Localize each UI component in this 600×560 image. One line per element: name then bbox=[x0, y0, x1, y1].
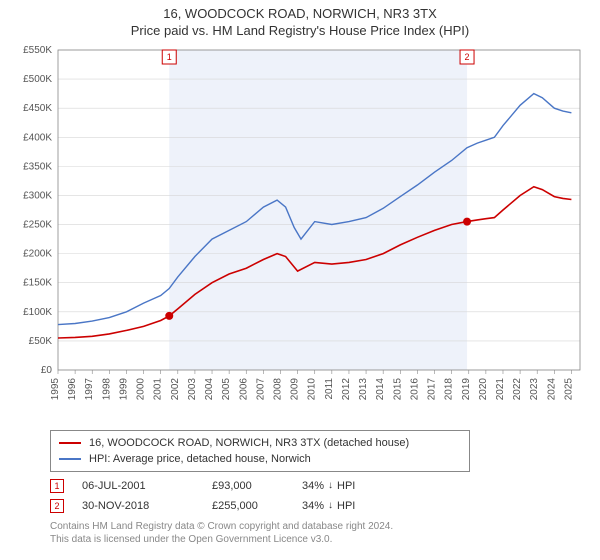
svg-text:2005: 2005 bbox=[221, 377, 232, 400]
footnote-line-2: This data is licensed under the Open Gov… bbox=[50, 533, 590, 546]
svg-text:2: 2 bbox=[465, 52, 470, 62]
svg-text:£250K: £250K bbox=[23, 219, 52, 230]
svg-text:1995: 1995 bbox=[50, 377, 61, 400]
svg-text:£0: £0 bbox=[41, 365, 53, 376]
svg-text:2020: 2020 bbox=[478, 377, 489, 400]
svg-text:2000: 2000 bbox=[136, 377, 147, 400]
title-line-2: Price paid vs. HM Land Registry's House … bbox=[10, 23, 590, 40]
svg-text:1: 1 bbox=[167, 52, 172, 62]
svg-text:1998: 1998 bbox=[101, 377, 112, 400]
svg-text:£450K: £450K bbox=[23, 103, 52, 114]
svg-text:£500K: £500K bbox=[23, 74, 52, 85]
svg-text:2021: 2021 bbox=[495, 377, 506, 400]
svg-text:2008: 2008 bbox=[272, 377, 283, 400]
sale-diff-suffix: HPI bbox=[337, 480, 355, 492]
sale-marker-2: 2 bbox=[50, 499, 64, 513]
svg-text:£550K: £550K bbox=[23, 45, 52, 56]
sale-diff-pct: 34% bbox=[302, 480, 324, 492]
svg-text:£350K: £350K bbox=[23, 161, 52, 172]
arrow-down-icon: ↓ bbox=[328, 480, 333, 491]
legend-label-price-paid: 16, WOODCOCK ROAD, NORWICH, NR3 3TX (det… bbox=[89, 437, 409, 449]
table-row: 1 06-JUL-2001 £93,000 34% ↓ HPI bbox=[50, 476, 590, 496]
sale-date: 30-NOV-2018 bbox=[82, 500, 212, 512]
svg-text:2025: 2025 bbox=[563, 377, 574, 400]
footnote: Contains HM Land Registry data © Crown c… bbox=[50, 520, 590, 546]
chart-title: 16, WOODCOCK ROAD, NORWICH, NR3 3TX Pric… bbox=[10, 6, 590, 40]
svg-text:2022: 2022 bbox=[512, 377, 523, 400]
svg-text:2012: 2012 bbox=[341, 377, 352, 400]
svg-text:2018: 2018 bbox=[444, 377, 455, 400]
svg-text:2006: 2006 bbox=[238, 377, 249, 400]
legend-swatch-hpi bbox=[59, 458, 81, 460]
legend-swatch-price-paid bbox=[59, 442, 81, 444]
legend-item-price-paid: 16, WOODCOCK ROAD, NORWICH, NR3 3TX (det… bbox=[59, 435, 461, 451]
svg-text:2014: 2014 bbox=[375, 377, 386, 400]
svg-text:2003: 2003 bbox=[187, 377, 198, 400]
sale-diff-pct: 34% bbox=[302, 500, 324, 512]
svg-text:2017: 2017 bbox=[427, 377, 438, 400]
svg-text:£100K: £100K bbox=[23, 307, 52, 318]
legend-label-hpi: HPI: Average price, detached house, Norw… bbox=[89, 453, 311, 465]
svg-text:2002: 2002 bbox=[170, 377, 181, 400]
svg-text:2004: 2004 bbox=[204, 377, 215, 400]
sale-marker-1: 1 bbox=[50, 479, 64, 493]
svg-text:2016: 2016 bbox=[409, 377, 420, 400]
sale-diff: 34% ↓ HPI bbox=[302, 480, 422, 492]
svg-text:£200K: £200K bbox=[23, 248, 52, 259]
sale-diff: 34% ↓ HPI bbox=[302, 500, 422, 512]
svg-text:£300K: £300K bbox=[23, 190, 52, 201]
arrow-down-icon: ↓ bbox=[328, 500, 333, 511]
sales-table: 1 06-JUL-2001 £93,000 34% ↓ HPI 2 30-NOV… bbox=[50, 476, 590, 516]
svg-text:2013: 2013 bbox=[358, 377, 369, 400]
svg-text:1999: 1999 bbox=[118, 377, 129, 400]
svg-text:2011: 2011 bbox=[324, 377, 335, 399]
svg-text:2015: 2015 bbox=[392, 377, 403, 400]
svg-text:£400K: £400K bbox=[23, 132, 52, 143]
footnote-line-1: Contains HM Land Registry data © Crown c… bbox=[50, 520, 590, 533]
chart-area: £0 £50K £100K £150K £200K £250K £300K £350K £400… bbox=[10, 44, 590, 424]
sale-price: £255,000 bbox=[212, 500, 302, 512]
title-line-1: 16, WOODCOCK ROAD, NORWICH, NR3 3TX bbox=[10, 6, 590, 23]
sale-diff-suffix: HPI bbox=[337, 500, 355, 512]
svg-text:2009: 2009 bbox=[290, 377, 301, 400]
svg-text:£50K: £50K bbox=[29, 336, 53, 347]
svg-text:2007: 2007 bbox=[255, 377, 266, 400]
svg-text:1996: 1996 bbox=[67, 377, 78, 400]
table-row: 2 30-NOV-2018 £255,000 34% ↓ HPI bbox=[50, 496, 590, 516]
legend-item-hpi: HPI: Average price, detached house, Norw… bbox=[59, 451, 461, 467]
legend: 16, WOODCOCK ROAD, NORWICH, NR3 3TX (det… bbox=[50, 430, 470, 472]
sale-date: 06-JUL-2001 bbox=[82, 480, 212, 492]
svg-text:£150K: £150K bbox=[23, 278, 52, 289]
svg-text:2019: 2019 bbox=[461, 377, 472, 400]
svg-text:2001: 2001 bbox=[153, 377, 164, 400]
svg-text:2024: 2024 bbox=[546, 377, 557, 400]
svg-text:2010: 2010 bbox=[307, 377, 318, 400]
price-chart: £0 £50K £100K £150K £200K £250K £300K £350K £400… bbox=[10, 44, 590, 424]
sale-price: £93,000 bbox=[212, 480, 302, 492]
svg-text:1997: 1997 bbox=[84, 377, 95, 400]
svg-text:2023: 2023 bbox=[529, 377, 540, 400]
